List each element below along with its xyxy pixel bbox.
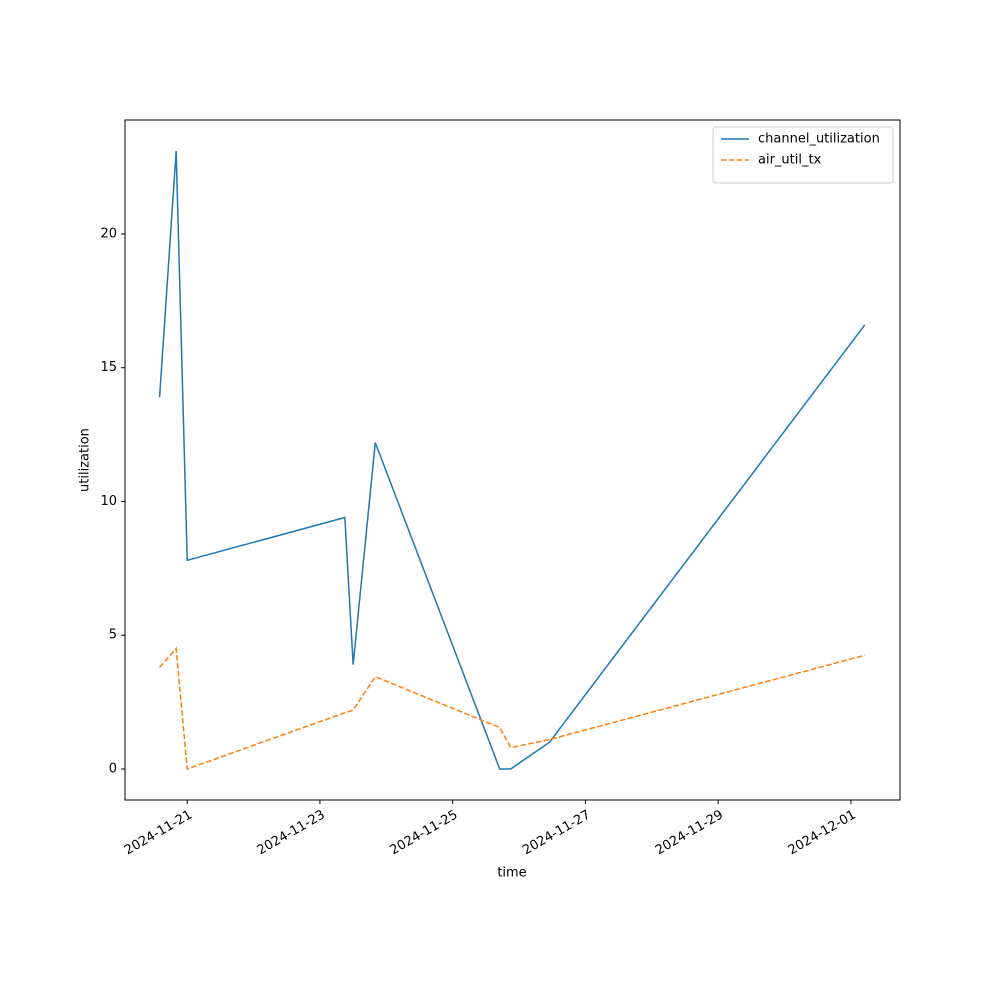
legend-label: air_util_tx (758, 153, 822, 168)
y-tick-label: 15 (100, 360, 117, 375)
legend: channel_utilization air_util_tx (712, 126, 894, 184)
x-axis-label: time (497, 866, 526, 881)
y-tick-label: 5 (109, 628, 117, 643)
legend-label: channel_utilization (758, 132, 880, 147)
y-tick-label: 0 (109, 761, 117, 776)
y-tick-label: 20 (100, 226, 117, 241)
series-line (159, 646, 865, 771)
y-axis-label: utilization (78, 428, 93, 492)
legend-box (712, 126, 894, 184)
y-tick-label: 10 (100, 494, 117, 509)
series-line (158, 150, 866, 770)
plot-frame (124, 119, 901, 801)
